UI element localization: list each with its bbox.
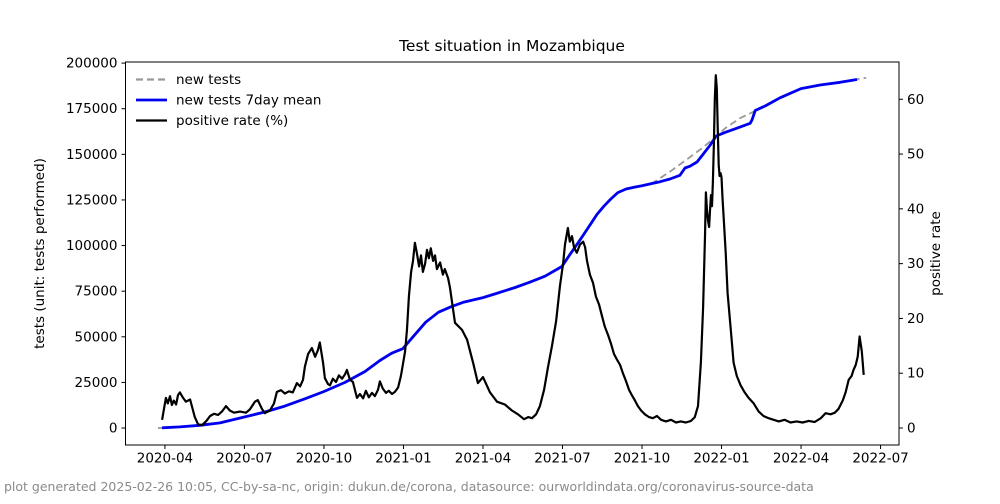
y-left-tick-label-100000: 100000 — [66, 238, 118, 254]
plot-area — [125, 61, 900, 446]
legend-label-7day-mean: new tests 7day mean — [176, 93, 321, 109]
y-left-tick-label-125000: 125000 — [66, 192, 118, 208]
y-left-tick-label-25000: 25000 — [75, 375, 118, 391]
y-left-tick-label-50000: 50000 — [75, 329, 118, 345]
y-left-tick-label-200000: 200000 — [66, 56, 118, 72]
y-right-tick-label-20: 20 — [907, 311, 924, 327]
y-axis-label-right: positive rate — [928, 211, 944, 296]
x-tick-label-2021-10: 2021-10 — [614, 451, 670, 467]
x-tick-label-2020-07: 2020-07 — [216, 451, 272, 467]
y-right-tick-label-50: 50 — [907, 147, 924, 163]
x-tick-label-2020-04: 2020-04 — [137, 451, 193, 467]
series-line-positive-rate- — [161, 74, 865, 427]
y-right-tick-label-30: 30 — [907, 256, 924, 272]
x-tick-label-2021-04: 2021-04 — [455, 451, 511, 467]
legend-label-positive-rate: positive rate (%) — [176, 113, 288, 129]
series-line-new-tests — [157, 77, 867, 429]
series-group — [157, 74, 867, 430]
y-right-tick-label-60: 60 — [907, 92, 924, 108]
legend-label-new-tests: new tests — [176, 72, 241, 88]
footer-attribution: plot generated 2025-02-26 10:05, CC-by-s… — [4, 479, 814, 494]
x-tick-label-2021-01: 2021-01 — [375, 451, 431, 467]
y-left-tick-label-175000: 175000 — [66, 101, 118, 117]
y-right-tick-label-10: 10 — [907, 366, 924, 382]
axes: 2020-04 2020-07 2020-10 2021-01 2021-04 2021-… — [66, 56, 924, 467]
y-left-tick-label-0: 0 — [109, 421, 118, 437]
y-right-tick-label-40: 40 — [907, 201, 924, 217]
x-tick-label-2022-01: 2022-01 — [693, 451, 749, 467]
x-tick-label-2021-07: 2021-07 — [534, 451, 590, 467]
legend: new tests new tests 7day mean positive r… — [136, 72, 321, 129]
y-right-tick-label-0: 0 — [907, 421, 916, 437]
y-left-tick-label-75000: 75000 — [75, 284, 118, 300]
chart-title: Test situation in Mozambique — [398, 37, 625, 55]
x-tick-label-2020-10: 2020-10 — [296, 451, 352, 467]
series-line-new-tests-7day-mean — [162, 78, 858, 430]
y-axis-label-left: tests (unit: tests performed) — [32, 158, 48, 349]
x-tick-label-2022-04: 2022-04 — [773, 451, 829, 467]
x-tick-label-2022-07: 2022-07 — [852, 451, 908, 467]
y-left-tick-label-150000: 150000 — [66, 147, 118, 163]
